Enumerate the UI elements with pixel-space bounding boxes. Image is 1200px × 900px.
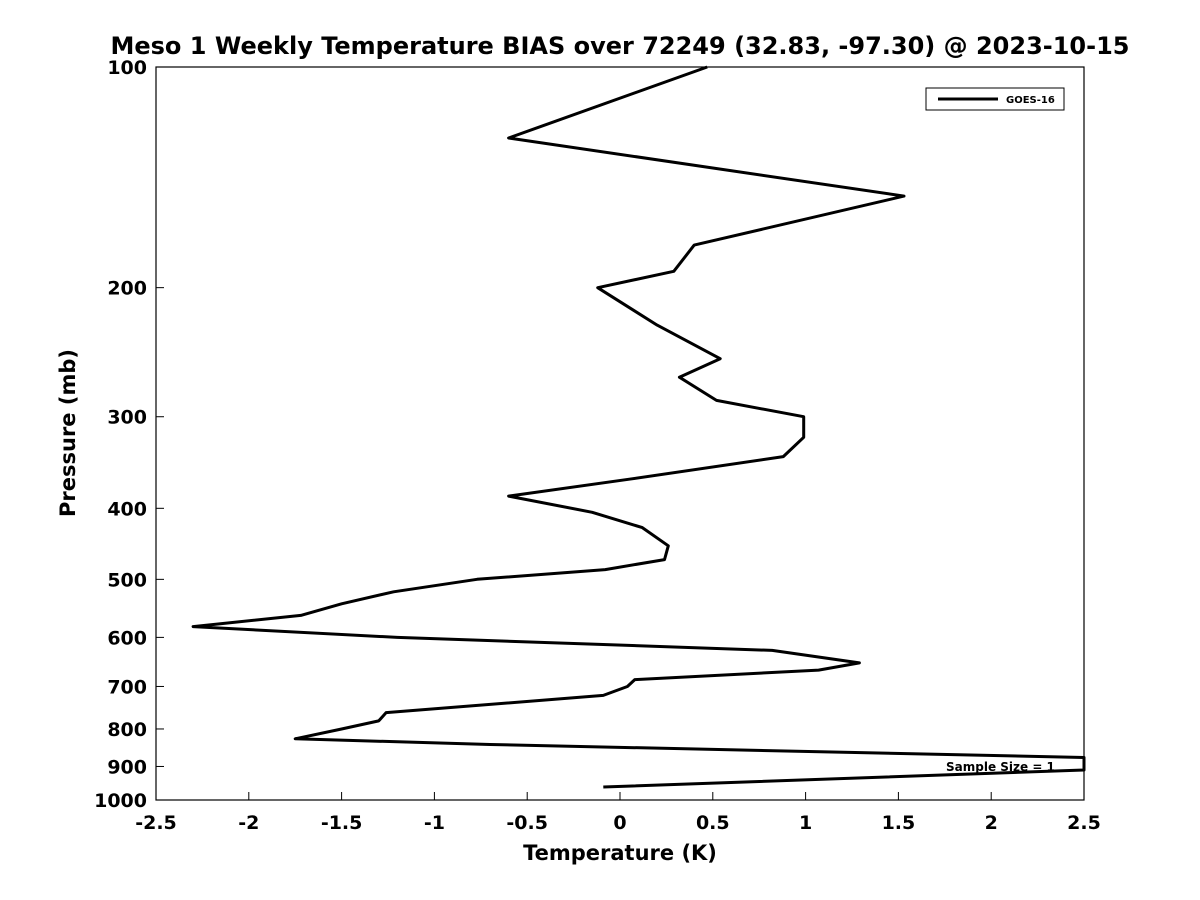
y-tick-label: 800 [107,719,147,741]
x-tick-label: -0.5 [506,812,548,834]
x-tick-label: -2 [238,812,259,834]
y-tick-label: 1000 [94,790,147,812]
series-line-goes-16 [191,65,1086,789]
legend: GOES-16 [925,87,1065,111]
x-tick-label: 2.5 [1067,812,1101,834]
series-layer [191,65,1086,789]
y-tick-label: 200 [107,278,147,300]
legend-label-goes-16: GOES-16 [1006,95,1055,106]
chart-title: Meso 1 Weekly Temperature BIAS over 7224… [110,32,1129,60]
y-tick-label: 300 [107,407,147,429]
y-tick-label: 700 [107,676,147,698]
y-tick-label: 100 [107,57,147,79]
x-tick-label: 0.5 [696,812,730,834]
x-axis: -2.5 -2 -1.5 -1 -0.5 0 0.5 1 1.5 2 2.5 [135,792,1101,834]
x-axis-label: Temperature (K) [523,841,717,865]
sample-size-annotation: Sample Size = 1 [946,760,1055,774]
y-axis: 100 200 300 400 500 600 700 800 900 1000 [94,57,164,812]
x-tick-label: -2.5 [135,812,177,834]
x-tick-label: 2 [985,812,998,834]
x-tick-label: -1 [424,812,445,834]
x-tick-label: 1.5 [882,812,916,834]
y-axis-label: Pressure (mb) [56,349,80,517]
y-tick-label: 500 [107,569,147,591]
x-tick-label: 1 [799,812,812,834]
y-tick-label: 600 [107,627,147,649]
x-tick-label: 0 [613,812,626,834]
x-tick-label: -1.5 [321,812,363,834]
y-tick-label: 400 [107,498,147,520]
y-tick-label: 900 [107,756,147,778]
